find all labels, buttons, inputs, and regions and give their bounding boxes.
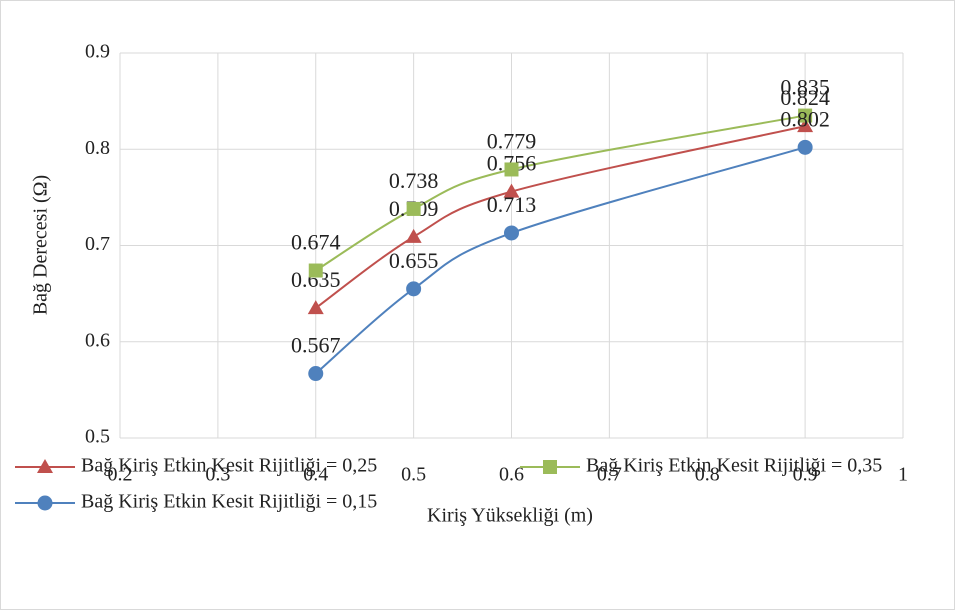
data-point — [503, 183, 520, 198]
data-label: 0.779 — [487, 129, 537, 154]
series-line — [315, 146, 806, 375]
data-point — [405, 228, 422, 243]
data-label: 0.835 — [780, 75, 830, 100]
x-tick-label: 0.9 — [793, 464, 818, 486]
x-tick-label: 0.4 — [303, 464, 328, 486]
data-point — [307, 300, 324, 315]
data-point — [308, 366, 324, 382]
y-tick-label: 0.9 — [85, 41, 110, 63]
x-tick-label: 1 — [898, 464, 908, 486]
legend-marker — [543, 460, 557, 474]
legend-marker — [37, 459, 53, 473]
legend-marker — [37, 495, 53, 511]
series-line — [315, 114, 806, 272]
legend-label: Bağ Kiriş Etkin Kesit Rijitliği = 0,35 — [586, 455, 882, 477]
data-point — [797, 118, 814, 133]
legend-label: Bağ Kiriş Etkin Kesit Rijitliği = 0,25 — [81, 455, 377, 477]
legend-label: Bağ Kiriş Etkin Kesit Rijitliği = 0,15 — [81, 491, 377, 513]
data-point — [406, 201, 421, 216]
data-label: 0.802 — [780, 106, 830, 131]
y-tick-label: 0.6 — [85, 329, 110, 351]
x-tick-label: 0.5 — [401, 464, 426, 486]
x-tick-label: 0.8 — [695, 464, 720, 486]
data-point — [308, 263, 323, 278]
data-label: 0.655 — [389, 248, 439, 273]
x-axis-title: Kiriş Yüksekliği (m) — [427, 505, 593, 527]
x-tick-label: 0.3 — [205, 464, 230, 486]
data-point — [504, 162, 519, 177]
data-point — [504, 225, 519, 241]
data-label: 0.567 — [291, 333, 341, 358]
series-line — [315, 125, 806, 309]
x-tick-label: 0.2 — [108, 464, 133, 486]
data-label: 0.824 — [780, 85, 830, 110]
x-tick-label: 0.6 — [499, 464, 524, 486]
data-point — [406, 281, 422, 297]
data-label: 0.713 — [487, 192, 537, 217]
data-label: 0.674 — [291, 230, 341, 255]
x-tick-label: 0.7 — [597, 464, 622, 486]
y-tick-label: 0.5 — [85, 426, 110, 448]
y-axis-title: Bağ Derecesi (Ω) — [30, 175, 52, 315]
y-tick-label: 0.7 — [85, 233, 110, 255]
data-point — [797, 139, 813, 155]
data-label: 0.738 — [389, 168, 439, 193]
y-tick-label: 0.8 — [85, 137, 110, 159]
data-point — [798, 108, 813, 123]
